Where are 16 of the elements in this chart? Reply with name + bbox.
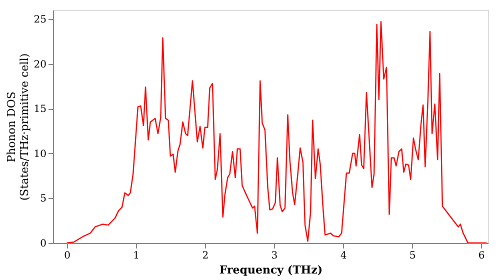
x-axis-title: Frequency (THz) — [219, 264, 323, 276]
y-tick-label: 0 — [40, 238, 46, 250]
y-tick-label: 20 — [34, 59, 46, 70]
x-tick-label: 2 — [202, 250, 209, 262]
x-tick-label: 1 — [133, 250, 140, 262]
y-axis-title: Phonon DOS (States/THz·primitive cell) — [4, 53, 31, 201]
x-tick-label: 4 — [340, 250, 347, 262]
y-tick-label: 5 — [40, 194, 46, 205]
y-tick-label: 15 — [34, 104, 46, 116]
x-tick-label: 3 — [271, 250, 278, 262]
line-series — [66, 21, 488, 243]
y-tick-label: 10 — [34, 148, 46, 160]
y-tick-label: 25 — [34, 14, 46, 26]
x-tick-label: 6 — [478, 250, 485, 262]
x-tick-label: 0 — [64, 250, 70, 262]
x-tick-label: 5 — [409, 250, 416, 262]
